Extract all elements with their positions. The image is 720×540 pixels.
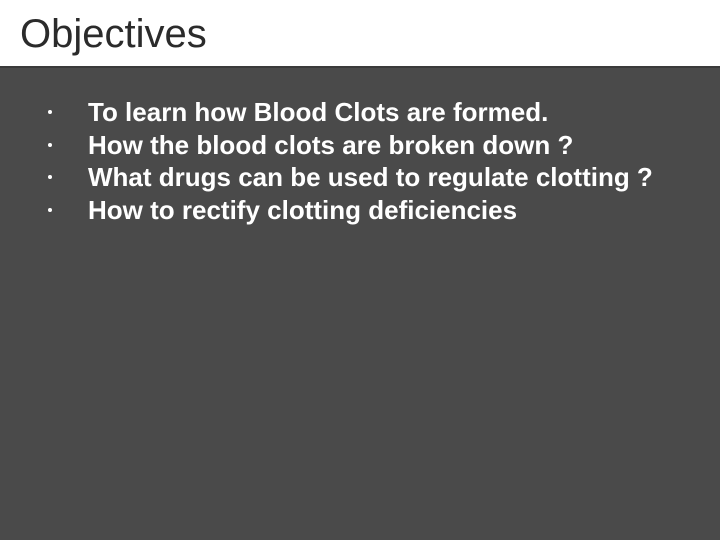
bullet-list: To learn how Blood Clots are formed. How…: [40, 96, 680, 226]
title-bar: Objectives: [0, 0, 720, 68]
list-item: What drugs can be used to regulate clott…: [40, 161, 680, 194]
list-item: How to rectify clotting deficiencies: [40, 194, 680, 227]
list-item: To learn how Blood Clots are formed.: [40, 96, 680, 129]
slide-title: Objectives: [20, 12, 700, 56]
slide-body: To learn how Blood Clots are formed. How…: [0, 68, 720, 226]
list-item: How the blood clots are broken down ?: [40, 129, 680, 162]
slide: Objectives To learn how Blood Clots are …: [0, 0, 720, 540]
